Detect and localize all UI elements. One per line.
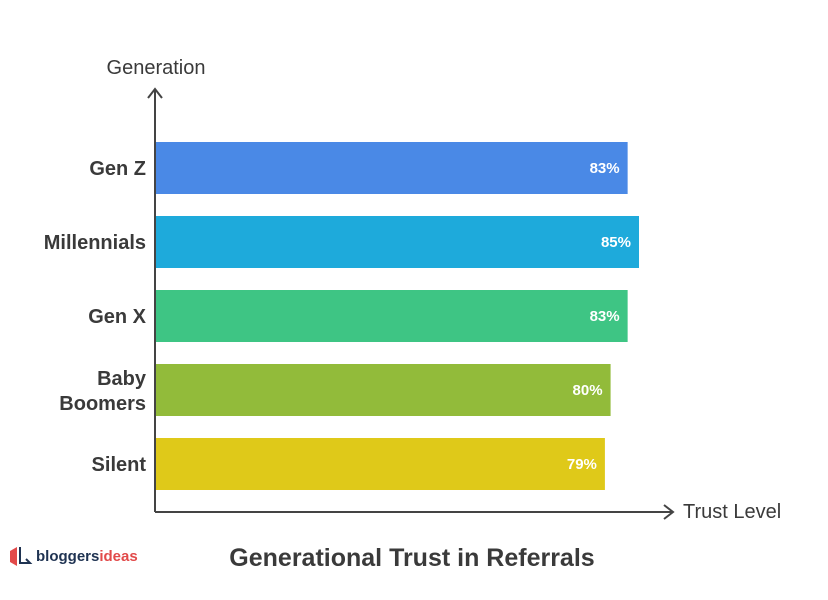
bar-gen-x [156, 290, 628, 342]
data-label: 83% [590, 308, 620, 325]
category-label: Baby Boomers [59, 368, 147, 415]
bar-gen-z [156, 142, 628, 194]
x-axis-arrow-icon [663, 504, 675, 520]
chart-title: Generational Trust in Referrals [229, 544, 594, 572]
y-axis-arrow-icon [147, 87, 163, 99]
category-label: Silent [92, 454, 147, 476]
svg-text:bloggersideas: bloggersideas [36, 548, 138, 565]
data-label: 85% [601, 234, 631, 251]
data-label: 80% [573, 382, 603, 399]
bar-millennials [156, 216, 639, 268]
category-label: Millennials [44, 232, 146, 254]
data-label: 79% [567, 456, 597, 473]
y-axis-label: Generation [107, 57, 206, 79]
logo-mark-icon [10, 547, 17, 566]
bar-silent [156, 438, 605, 490]
category-label: Gen Z [89, 158, 146, 180]
x-axis-label: Trust Level [683, 501, 781, 523]
bar-baby-boomers [156, 364, 611, 416]
bloggersideas-logo: bloggersideas [10, 547, 138, 566]
data-label: 83% [590, 160, 620, 177]
category-label: Gen X [88, 306, 146, 328]
